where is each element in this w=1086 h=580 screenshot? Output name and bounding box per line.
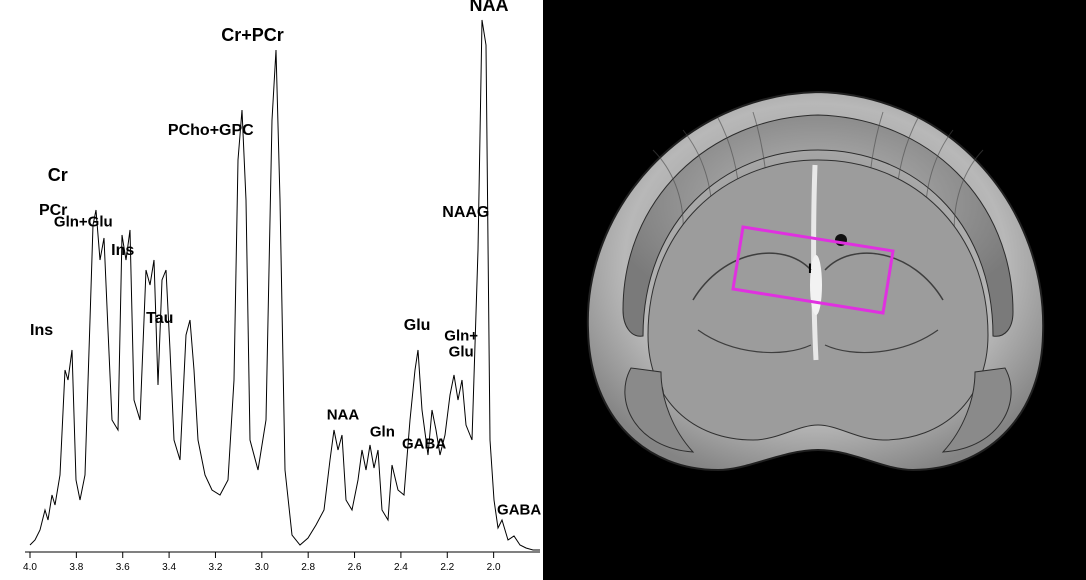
x-tick-label: 2.2 bbox=[440, 562, 454, 573]
x-tick-label: 2.6 bbox=[348, 562, 362, 573]
peak-label: Ins bbox=[30, 323, 53, 340]
peak-label: NAA bbox=[470, 0, 509, 15]
x-tick-label: 3.4 bbox=[162, 562, 176, 573]
peak-label: PCho+GPC bbox=[168, 123, 254, 140]
x-tick-label: 3.0 bbox=[255, 562, 269, 573]
x-tick-label: 3.8 bbox=[69, 562, 83, 573]
peak-label: Ins bbox=[111, 243, 134, 260]
x-tick-label: 4.0 bbox=[23, 562, 37, 573]
peak-label: Cr+PCr bbox=[221, 26, 284, 45]
peak-label: Gln bbox=[370, 424, 395, 440]
spectrum-panel: InsPCrCrGln+GluInsTauPCho+GPCCr+PCrNAAGl… bbox=[0, 0, 543, 580]
x-ticks bbox=[30, 552, 494, 558]
spectrum-trace bbox=[30, 20, 540, 550]
spectrum-plot bbox=[0, 0, 543, 580]
x-tick-label: 2.8 bbox=[301, 562, 315, 573]
x-tick-label: 3.6 bbox=[116, 562, 130, 573]
peak-label: GABA bbox=[402, 436, 446, 452]
voxel-marker: I bbox=[808, 260, 812, 276]
peak-label: Glu bbox=[404, 318, 431, 335]
peak-label: GABA bbox=[497, 502, 541, 518]
brain-panel: I bbox=[543, 0, 1086, 580]
peak-label: NAAG bbox=[442, 205, 489, 222]
x-tick-label: 2.4 bbox=[394, 562, 408, 573]
x-tick-label: 2.0 bbox=[487, 562, 501, 573]
peak-label: NAA bbox=[327, 407, 360, 423]
brain-mri bbox=[543, 0, 1086, 580]
peak-label: Gln+Glu bbox=[54, 214, 113, 230]
peak-label: Cr bbox=[48, 166, 68, 185]
x-tick-label: 3.2 bbox=[209, 562, 223, 573]
peak-label: Gln+Glu bbox=[444, 329, 478, 361]
peak-label: Tau bbox=[146, 311, 173, 328]
